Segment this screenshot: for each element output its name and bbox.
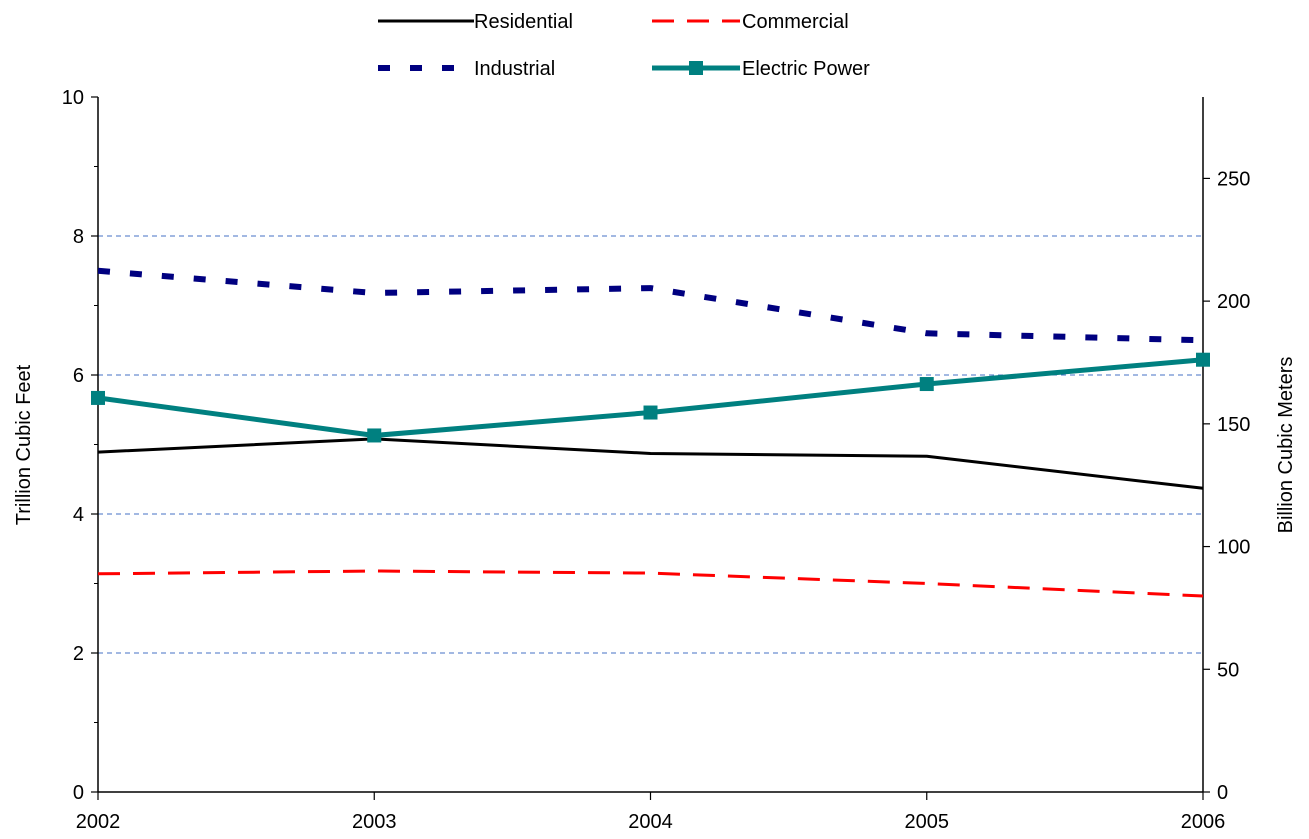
y-tick-label: 6 <box>73 365 84 387</box>
y2-tick-label: 50 <box>1217 659 1239 681</box>
y-tick-label: 4 <box>73 504 84 526</box>
x-tick-label: 2003 <box>352 811 397 833</box>
y2-tick-label: 200 <box>1217 291 1250 313</box>
y-axis-title: Trillion Cubic Feet <box>13 364 35 525</box>
y-tick-label: 2 <box>73 643 84 665</box>
gridlines <box>98 235 1203 654</box>
x-tick-label: 2005 <box>905 811 950 833</box>
data-point-electric-power <box>367 428 382 443</box>
series-line-industrial <box>97 267 1204 344</box>
data-point-electric-power <box>919 377 934 392</box>
data-point-electric-power <box>643 405 658 420</box>
legend-marker-electric-power <box>689 61 703 75</box>
x-tick-label: 2004 <box>628 811 673 833</box>
legend-label-commercial: Commercial <box>742 11 849 33</box>
y-tick-label: 8 <box>73 226 84 248</box>
legend-label-residential: Residential <box>474 11 573 33</box>
series-line-electric-power <box>97 357 1204 438</box>
data-point-electric-power <box>1196 352 1210 367</box>
series-lines <box>91 267 1210 598</box>
data-point-electric-power <box>91 390 105 405</box>
legend-label-industrial: Industrial <box>474 58 555 80</box>
y2-tick-label: 250 <box>1217 168 1250 190</box>
legend: Residential Commercial Industrial Electric … <box>378 11 870 80</box>
x-tick-label: 2006 <box>1181 811 1226 833</box>
y2-tick-label: 150 <box>1217 414 1250 436</box>
y2-axis-title: Billion Cubic Meters <box>1275 357 1297 534</box>
y2-tick-label: 100 <box>1217 537 1250 559</box>
legend-label-electric-power: Electric Power <box>742 58 870 80</box>
x-tick-label: 2002 <box>76 811 121 833</box>
y2-tick-label: 0 <box>1217 782 1228 804</box>
y-tick-label: 0 <box>73 782 84 804</box>
series-line-commercial <box>97 569 1204 598</box>
series-line-residential <box>97 437 1204 490</box>
y-tick-label: 10 <box>62 87 84 109</box>
